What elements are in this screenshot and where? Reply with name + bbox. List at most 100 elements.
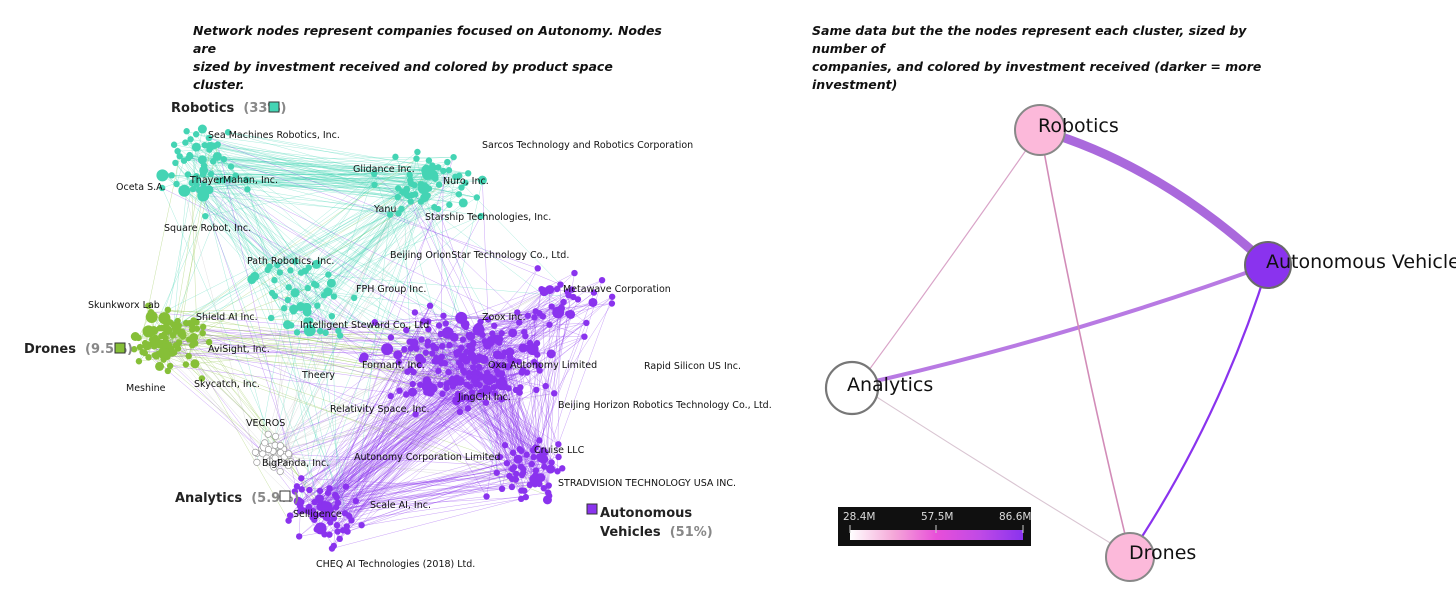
company-edge (186, 131, 302, 273)
company-node (387, 392, 394, 400)
company-edge (509, 356, 540, 457)
company-node (297, 499, 305, 507)
company-edge (309, 488, 503, 508)
company-edge (184, 190, 258, 463)
company-node (413, 155, 420, 162)
company-edge (217, 156, 413, 196)
company-edge (485, 387, 522, 451)
company-node (554, 468, 561, 475)
company-node (183, 128, 190, 135)
company-edge (168, 345, 258, 454)
company-edge (230, 166, 407, 196)
company-edge (333, 192, 404, 297)
company-edge (395, 156, 416, 195)
company-label-nuro: Nuro, Inc. (443, 176, 489, 187)
company-edge (140, 346, 421, 385)
company-node (276, 467, 284, 476)
company-node (328, 545, 336, 552)
company-node (430, 164, 438, 171)
company-node (503, 460, 511, 467)
company-edge (300, 480, 538, 512)
company-edge (190, 139, 410, 176)
company-edge (264, 291, 545, 447)
company-node (295, 533, 303, 540)
company-node (495, 371, 502, 378)
company-edge (298, 511, 301, 537)
company-edge (203, 187, 268, 270)
company-node (539, 454, 549, 464)
company-edge (507, 366, 520, 450)
company-node (192, 131, 200, 138)
company-edge (218, 176, 458, 181)
company-node (141, 339, 149, 347)
company-edge (305, 195, 409, 272)
cluster-label-analytics: Analytics (5.9%) (175, 490, 299, 506)
company-edge (251, 279, 318, 306)
company-edge (191, 182, 197, 323)
company-edge (309, 384, 421, 491)
company-edge (316, 411, 461, 530)
company-edge (442, 315, 528, 347)
company-edge (453, 356, 511, 382)
company-edge (321, 402, 487, 507)
company-edge (415, 345, 428, 415)
company-edge (397, 188, 455, 382)
company-node (371, 170, 378, 178)
company-node (199, 323, 207, 331)
company-edge (315, 315, 444, 516)
company-edge (493, 379, 544, 453)
company-edge (163, 311, 536, 344)
company-node (446, 201, 453, 208)
company-edge (196, 182, 481, 322)
company-node (281, 305, 288, 312)
company-node (302, 267, 309, 275)
company-edge (210, 168, 427, 175)
company-edge (326, 349, 473, 518)
company-node (189, 185, 197, 193)
company-node (456, 408, 464, 416)
company-node (458, 344, 465, 352)
company-edge (518, 361, 559, 445)
company-node (417, 381, 424, 388)
company-edge (484, 341, 527, 455)
company-edge (449, 176, 456, 205)
company-edge (420, 314, 571, 385)
company-node (251, 448, 259, 456)
company-node (495, 339, 503, 346)
company-edge (269, 383, 476, 462)
company-node (197, 124, 207, 134)
company-edge (165, 179, 231, 343)
company-edge (196, 176, 427, 183)
company-edge (363, 356, 510, 477)
company-edge (157, 353, 549, 486)
company-edge (295, 261, 534, 451)
company-edge (196, 328, 324, 513)
company-edge (329, 456, 540, 535)
company-edge (275, 307, 308, 437)
company-edge (203, 176, 456, 185)
company-node (145, 354, 152, 361)
company-edge (532, 289, 542, 350)
company-edge (329, 361, 438, 535)
company-node (473, 194, 481, 201)
company-node (509, 465, 516, 473)
company-node (449, 332, 459, 342)
company-node (212, 151, 222, 161)
colorbar-tick-min: 28.4M (843, 511, 875, 523)
company-node (458, 184, 465, 191)
colorbar-gradient (850, 530, 1023, 540)
company-node (187, 153, 194, 160)
company-node (142, 325, 155, 338)
company-label-yanu: Yanu (373, 204, 396, 215)
company-edge (294, 391, 431, 492)
company-label-shield-ai: Shield AI Inc. (196, 312, 258, 323)
node-label-robotics: Robotics (1038, 115, 1119, 137)
company-node (551, 390, 558, 397)
company-node (153, 353, 160, 360)
company-edge (414, 194, 558, 472)
company-node (193, 325, 201, 332)
company-edge (208, 137, 561, 285)
company-node (533, 386, 540, 394)
company-edge (509, 366, 534, 458)
company-edge (409, 341, 522, 491)
